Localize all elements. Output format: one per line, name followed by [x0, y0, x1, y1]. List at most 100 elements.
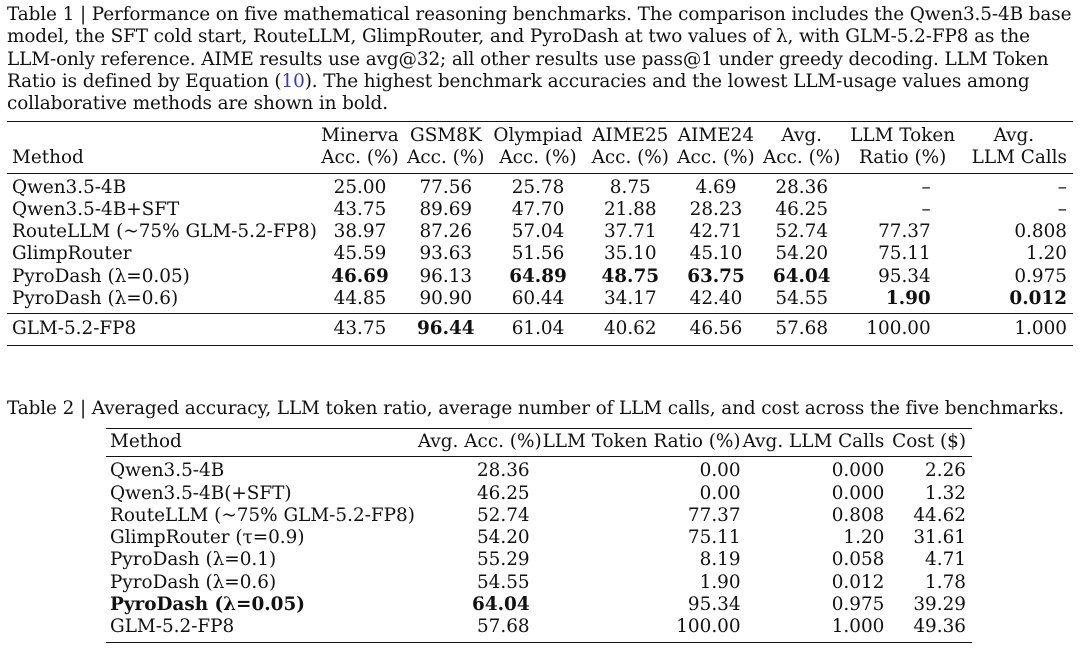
table-row: Qwen3.5-4B(+SFT) 46.25 0.00 0.000 1.32 — [106, 483, 972, 505]
value-cell: 52.74 — [775, 221, 829, 243]
value-cell: 8.19 — [699, 549, 741, 571]
value-cell: 100.00 — [866, 318, 931, 340]
value-cell: 96.13 — [419, 265, 473, 287]
value-cell: 52.74 — [476, 504, 530, 526]
table-row: Qwen3.5-4B+SFT 43.75 89.69 47.70 21.88 28.23 4… — [7, 199, 1073, 221]
value-cell: 0.00 — [699, 482, 741, 504]
value-cell: 4.71 — [925, 549, 966, 571]
table1-label: Table 1 — [7, 4, 75, 25]
table2-caption: Table 2 | Averaged accuracy, LLM token r… — [7, 398, 1073, 420]
value-cell: – — [1057, 198, 1067, 220]
value-cell: 38.97 — [333, 221, 387, 243]
method-cell: GLM-5.2-FP8 — [12, 318, 137, 340]
value-cell: 39.29 — [913, 594, 966, 616]
method-cell: Qwen3.5-4B+SFT — [12, 198, 180, 220]
value-cell: 28.23 — [689, 198, 743, 220]
value-cell: 57.68 — [476, 616, 530, 638]
method-cell: Qwen3.5-4B(+SFT) — [110, 482, 292, 504]
table-row: GlimpRouter (τ=0.9) 54.20 75.11 1.20 31.61 — [106, 527, 972, 549]
value-cell: 64.04 — [772, 265, 831, 287]
value-cell: 93.63 — [419, 243, 473, 265]
value-cell: 4.69 — [695, 176, 737, 198]
value-cell: 1.20 — [1026, 243, 1067, 265]
table2-header-method: Method — [110, 431, 182, 452]
value-cell: 31.61 — [913, 527, 966, 549]
table-row: PyroDash (λ=0.6) 44.85 90.90 60.44 34.17 42.4… — [7, 288, 1073, 314]
value-cell: 46.25 — [476, 482, 530, 504]
table2-separator: | — [79, 398, 87, 419]
method-cell: GLM-5.2-FP8 — [110, 616, 235, 638]
value-cell: 77.56 — [419, 176, 473, 198]
value-cell: 95.34 — [687, 594, 741, 616]
value-cell: 37.71 — [603, 221, 657, 243]
value-cell: 54.20 — [476, 527, 530, 549]
value-cell: 1.90 — [699, 571, 741, 593]
method-cell: PyroDash (λ=0.6) — [110, 571, 277, 593]
value-cell: – — [1057, 176, 1067, 198]
table-row: Qwen3.5-4B 25.00 77.56 25.78 8.75 4.69 28.36 – – — [7, 173, 1073, 199]
value-cell: 54.20 — [775, 243, 829, 265]
value-cell: 89.69 — [419, 198, 473, 220]
value-cell: 57.68 — [775, 318, 829, 340]
value-cell: 21.88 — [603, 198, 657, 220]
value-cell: 40.62 — [603, 318, 657, 340]
method-cell: GlimpRouter — [12, 243, 132, 265]
value-cell: 0.808 — [1014, 221, 1067, 243]
table1-header: Method Minerva Acc. (%) GSM8K Acc. (%) Oly… — [7, 121, 1073, 174]
value-cell: 2.26 — [925, 460, 966, 482]
value-cell: 34.17 — [603, 288, 657, 310]
table2-label: Table 2 — [7, 398, 75, 419]
value-cell: 1.000 — [831, 616, 885, 638]
value-cell: 0.975 — [831, 594, 885, 616]
value-cell: 0.975 — [1014, 265, 1067, 287]
method-cell: Qwen3.5-4B — [110, 460, 225, 482]
method-cell: PyroDash (λ=0.6) — [12, 288, 179, 310]
value-cell: 100.00 — [676, 616, 741, 638]
value-cell: 0.808 — [831, 504, 885, 526]
table-row: RouteLLM (~75% GLM-5.2-FP8) 38.97 87.26 57.… — [7, 221, 1073, 243]
value-cell: 0.00 — [699, 460, 741, 482]
value-cell: 64.04 — [472, 594, 530, 616]
table1-header-aime24: AIME24 Acc. (%) — [677, 125, 755, 169]
value-cell: 46.69 — [331, 265, 389, 287]
table2-header-avg-llm-calls: Avg. LLM Calls — [742, 431, 885, 452]
value-cell: 0.000 — [831, 482, 885, 504]
value-cell: 1.000 — [1014, 318, 1067, 340]
value-cell: 47.70 — [511, 198, 565, 220]
value-cell: 75.11 — [878, 243, 931, 265]
table2-caption-text: Averaged accuracy, LLM token ratio, aver… — [91, 398, 1064, 419]
value-cell: 49.36 — [913, 616, 966, 638]
value-cell: 54.55 — [476, 571, 530, 593]
value-cell: 1.90 — [885, 288, 931, 310]
method-cell: RouteLLM (~75% GLM-5.2-FP8) — [110, 504, 415, 526]
value-cell: 45.59 — [333, 243, 387, 265]
value-cell: 25.00 — [333, 176, 387, 198]
value-cell: 42.71 — [689, 221, 743, 243]
value-cell: – — [921, 198, 931, 220]
method-cell: PyroDash (λ=0.05) — [110, 594, 305, 616]
value-cell: 8.75 — [609, 176, 651, 198]
value-cell: 44.85 — [333, 288, 387, 310]
value-cell: 44.62 — [913, 504, 966, 526]
method-cell: Qwen3.5-4B — [12, 176, 127, 198]
value-cell: 0.058 — [831, 549, 885, 571]
value-cell: 0.012 — [1009, 288, 1067, 310]
value-cell: 61.04 — [511, 318, 565, 340]
table-row: GlimpRouter 45.59 93.63 51.56 35.10 45.10 54.2… — [7, 243, 1073, 265]
value-cell: 46.25 — [775, 198, 829, 220]
value-cell: 1.20 — [843, 527, 885, 549]
value-cell: 77.37 — [878, 221, 931, 243]
table2-header-llm-token-ratio: LLM Token Ratio (%) — [542, 431, 741, 452]
value-cell: 25.78 — [511, 176, 565, 198]
value-cell: 57.04 — [511, 221, 565, 243]
table-row: PyroDash (λ=0.05) 64.04 95.34 0.975 39.29 — [106, 594, 972, 616]
table-row: RouteLLM (~75% GLM-5.2-FP8) 52.74 77.37 0.8… — [106, 505, 972, 527]
table-row: PyroDash (λ=0.1) 55.29 8.19 0.058 4.71 — [106, 549, 972, 571]
table-row: Qwen3.5-4B 28.36 0.00 0.000 2.26 — [106, 457, 972, 483]
table1-header-avg-llm-calls: Avg. LLM Calls — [971, 125, 1067, 169]
value-cell: 28.36 — [775, 176, 829, 198]
table-row: PyroDash (λ=0.05) 46.69 96.13 64.89 48.75 63.… — [7, 266, 1073, 288]
value-cell: 75.11 — [687, 527, 741, 549]
table1-header-method: Method — [12, 147, 84, 169]
equation-reference-link[interactable]: 10 — [281, 70, 305, 92]
